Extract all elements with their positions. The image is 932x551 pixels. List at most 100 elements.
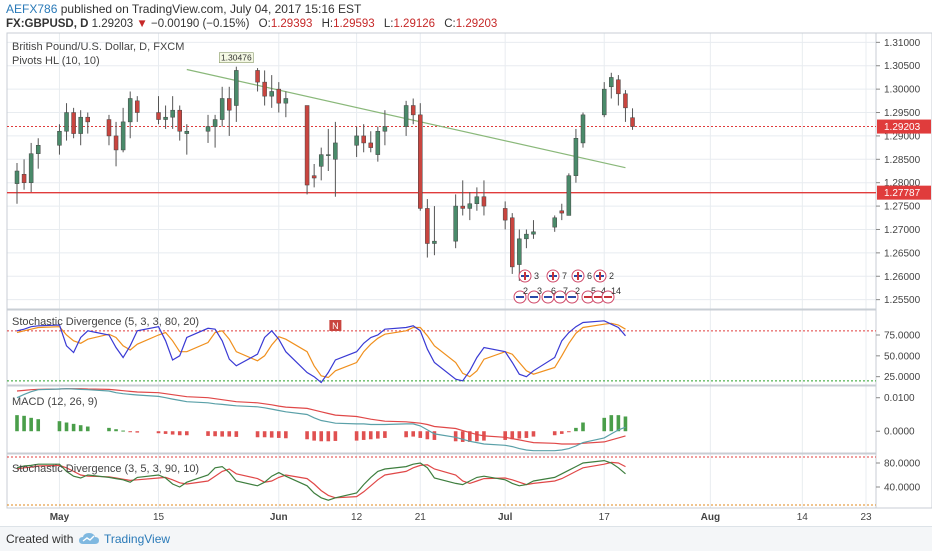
close-label: C: xyxy=(444,18,456,30)
candle-body xyxy=(113,135,119,151)
candle-body xyxy=(361,135,366,144)
candle-body xyxy=(234,70,239,106)
macd-histogram-bar xyxy=(163,431,168,434)
macd-histogram-bar xyxy=(510,431,515,440)
stochastic-1-label: Stochastic Divergence (5, 3, 3, 80, 20) xyxy=(12,316,199,328)
candle-body xyxy=(35,145,41,154)
stochastic-pane-1[interactable]: N xyxy=(7,320,876,384)
macd-histogram-bar xyxy=(29,417,33,432)
y-tick-label: 1.30500 xyxy=(884,61,921,72)
candle-body xyxy=(481,196,487,207)
stochastic-k-line xyxy=(16,320,626,384)
macd-histogram-bar xyxy=(432,431,437,440)
candle-body xyxy=(410,105,416,116)
macd-histogram-bar xyxy=(206,431,210,436)
candle-body xyxy=(106,119,112,137)
candle-body xyxy=(276,88,282,104)
author-link[interactable]: AEFX786 xyxy=(6,2,58,16)
candle-body xyxy=(57,130,62,146)
macd-histogram-bar xyxy=(262,431,267,438)
y-tick-label: 1.26000 xyxy=(884,272,921,283)
macd-histogram-bar xyxy=(78,425,83,432)
tradingview-brand-link[interactable]: TradingView xyxy=(104,532,171,546)
event-count-label: 3 xyxy=(534,271,539,281)
grid xyxy=(7,33,876,508)
tradingview-cloud-icon[interactable] xyxy=(78,532,100,546)
y-tick-label: 25.0000 xyxy=(884,372,921,383)
candle-body xyxy=(127,98,133,123)
macd-histogram-bar xyxy=(284,431,288,439)
high-label: H: xyxy=(321,18,334,30)
support-price-label: 1.27787 xyxy=(884,188,921,199)
macd-histogram-bar xyxy=(411,431,415,437)
close-value: 1.29203 xyxy=(455,18,498,30)
change-value: −0.00190 (−0.15%) xyxy=(151,18,250,30)
candle-body xyxy=(524,233,529,240)
macd-histogram-bar xyxy=(227,431,232,437)
candle-body xyxy=(616,79,621,95)
event-count-label: 2 xyxy=(523,286,528,296)
y-tick-label: 50.0000 xyxy=(884,351,921,362)
pane-frame-m xyxy=(6,385,877,454)
stochastic-2-label: Stochastic Divergence (3, 5, 3, 90, 10) xyxy=(12,463,199,475)
y-tick-label: 0.0100 xyxy=(884,393,915,404)
event-count-label: 7 xyxy=(562,271,567,281)
x-tick-label: 14 xyxy=(797,512,809,523)
macd-histogram-bar xyxy=(36,419,41,432)
stochastic-pane-2[interactable] xyxy=(7,456,876,506)
candle-body xyxy=(630,117,635,127)
macd-histogram-bar xyxy=(269,431,274,438)
open-value: 1.29393 xyxy=(270,18,313,30)
candle-body xyxy=(318,154,324,167)
macd-histogram-bar xyxy=(460,431,465,442)
candle-body xyxy=(531,231,536,235)
divergence-marker-label: N xyxy=(332,321,339,331)
chart-title: British Pound/U.S. Dollar, D, FXCM xyxy=(12,41,184,53)
macd-histogram-bar xyxy=(425,431,430,440)
macd-histogram-bar xyxy=(376,431,380,439)
candle-body xyxy=(502,208,508,221)
candle-body xyxy=(212,119,218,127)
low-value: 1.29126 xyxy=(393,18,436,30)
event-count-label: 3 xyxy=(537,286,542,296)
macd-histogram-bar xyxy=(602,417,607,432)
candle-body xyxy=(432,240,437,244)
candle-body xyxy=(163,116,168,120)
macd-histogram-bar xyxy=(128,431,132,433)
macd-pane[interactable] xyxy=(15,388,628,452)
macd-histogram-bar xyxy=(623,416,628,432)
candle-body xyxy=(601,88,607,116)
candle-body xyxy=(304,105,310,186)
macd-histogram-bar xyxy=(559,431,564,434)
candle-body xyxy=(467,203,473,209)
candle-body xyxy=(418,114,423,209)
macd-histogram-bar xyxy=(503,431,507,440)
x-tick-label: Aug xyxy=(701,512,720,523)
event-count-label: 6 xyxy=(587,271,592,281)
macd-histogram-bar xyxy=(616,415,621,432)
x-tick-label: Jul xyxy=(498,512,513,523)
macd-histogram-bar xyxy=(468,431,472,442)
y-tick-label: 1.29500 xyxy=(884,108,921,119)
created-with-text: Created with xyxy=(6,532,74,546)
candle-body xyxy=(609,77,614,88)
candle-body xyxy=(184,130,190,134)
x-tick-label: 12 xyxy=(351,512,363,523)
macd-histogram-bar xyxy=(524,431,529,438)
symbol-label: FX:GBPUSD, D xyxy=(6,18,89,30)
pane-frame-main xyxy=(6,32,877,310)
candle-body xyxy=(219,98,225,120)
high-value: 1.29593 xyxy=(333,18,375,30)
macd-histogram-bar xyxy=(333,431,338,441)
y-tick-label: 1.28500 xyxy=(884,155,921,166)
macd-histogram-bar xyxy=(121,430,125,432)
y-tick-label: 1.27500 xyxy=(884,202,921,213)
macd-histogram-bar xyxy=(517,431,522,439)
y-tick-label: 75.0000 xyxy=(884,331,921,342)
last-price: 1.29203 xyxy=(91,18,134,30)
candle-body xyxy=(354,135,359,146)
macd-histogram-bar xyxy=(609,415,614,432)
down-arrow-icon: ▼ xyxy=(136,18,148,30)
